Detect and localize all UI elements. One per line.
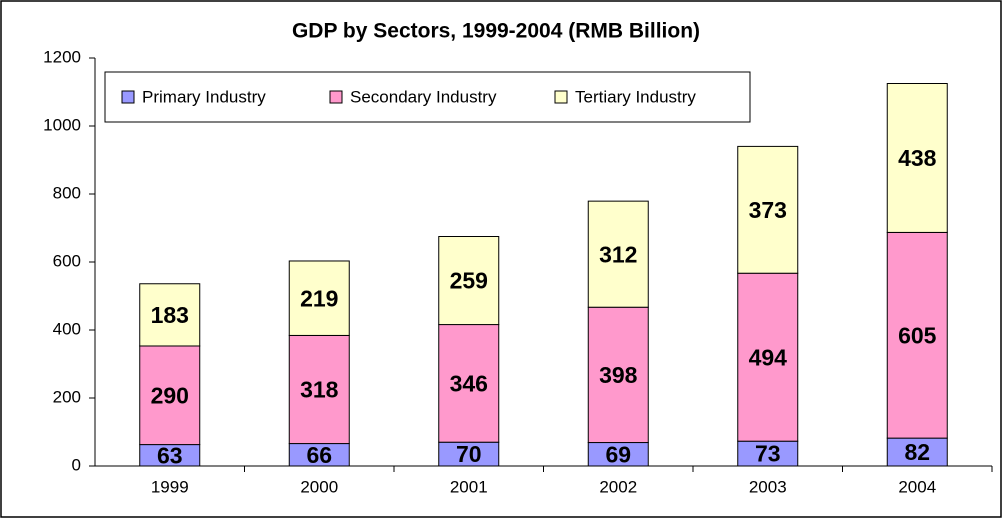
legend-swatch bbox=[329, 90, 343, 104]
data-label: 312 bbox=[599, 241, 637, 267]
x-tick-label: 2002 bbox=[599, 477, 637, 496]
data-label: 183 bbox=[151, 302, 189, 328]
legend-label: Secondary Industry bbox=[350, 87, 497, 106]
chart-title: GDP by Sectors, 1999-2004 (RMB Billion) bbox=[292, 20, 700, 43]
data-label: 605 bbox=[898, 322, 937, 348]
data-label: 259 bbox=[450, 268, 488, 294]
bar-segment bbox=[587, 306, 649, 444]
y-tick-label: 200 bbox=[53, 387, 81, 406]
y-tick-label: 600 bbox=[53, 251, 81, 270]
bar-segment bbox=[587, 200, 649, 308]
bar-segment bbox=[288, 334, 350, 445]
bar-segment bbox=[737, 440, 799, 467]
data-label: 69 bbox=[605, 441, 631, 467]
data-label: 70 bbox=[456, 441, 482, 467]
y-tick-label: 1000 bbox=[43, 115, 81, 134]
y-tick-label: 400 bbox=[53, 319, 81, 338]
x-tick-label: 2004 bbox=[898, 477, 936, 496]
data-label: 82 bbox=[904, 439, 930, 465]
x-tick-label: 2003 bbox=[749, 477, 787, 496]
bar-segment bbox=[737, 145, 799, 274]
data-label: 219 bbox=[300, 285, 338, 311]
x-tick-label: 2001 bbox=[450, 477, 488, 496]
bar-segment bbox=[139, 345, 201, 446]
data-label: 63 bbox=[157, 442, 183, 468]
legend-swatch bbox=[121, 90, 135, 104]
bar-segment bbox=[737, 272, 799, 442]
data-label: 73 bbox=[755, 441, 781, 467]
legend-label: Primary Industry bbox=[142, 87, 266, 106]
bar-segment bbox=[288, 260, 350, 336]
bar-segment bbox=[886, 437, 948, 467]
x-tick-label: 2000 bbox=[300, 477, 338, 496]
data-label: 318 bbox=[300, 377, 339, 403]
bar-segment bbox=[886, 231, 948, 439]
y-tick-label: 0 bbox=[72, 455, 81, 474]
bar-segment bbox=[438, 236, 500, 326]
y-tick-label: 1200 bbox=[43, 47, 81, 66]
data-label: 438 bbox=[898, 145, 937, 171]
data-label: 373 bbox=[749, 197, 787, 223]
bar-segment bbox=[886, 83, 948, 233]
bar-segment bbox=[438, 324, 500, 443]
legend-box bbox=[104, 71, 751, 123]
bar-segment bbox=[139, 283, 201, 347]
data-label: 346 bbox=[450, 370, 488, 396]
x-tick-label: 1999 bbox=[151, 477, 189, 496]
data-label: 398 bbox=[599, 362, 638, 388]
data-label: 494 bbox=[749, 344, 788, 370]
legend-label: Tertiary Industry bbox=[575, 87, 696, 106]
y-tick-label: 800 bbox=[53, 183, 81, 202]
data-label: 66 bbox=[306, 442, 332, 468]
legend-swatch bbox=[554, 90, 568, 104]
data-label: 290 bbox=[151, 382, 189, 408]
